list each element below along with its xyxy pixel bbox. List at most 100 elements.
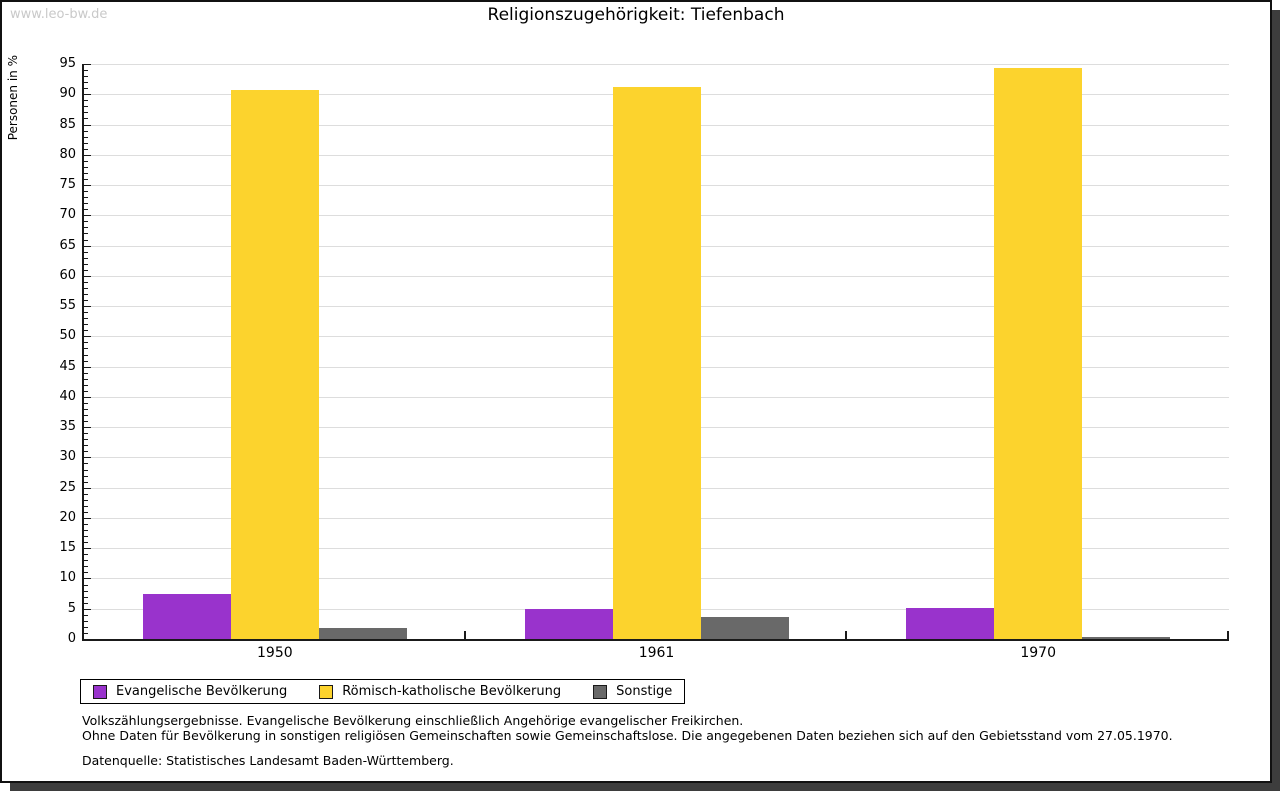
y-minor-tick-52 (84, 324, 88, 326)
y-tick-label-45: 45 (59, 358, 76, 374)
data-source: Datenquelle: Statistisches Landesamt Bad… (82, 753, 454, 768)
footnote-line-2: Ohne Daten für Bevölkerung in sonstigen … (82, 727, 1173, 743)
footnotes: Volkszählungsergebnisse. Evangelische Be… (82, 713, 1173, 769)
y-tick-label-30: 30 (59, 449, 76, 465)
y-minor-tick-13 (84, 560, 88, 562)
y-minor-tick-31 (84, 451, 88, 453)
x-boundary-tick-2 (845, 631, 848, 639)
y-minor-tick-26 (84, 481, 88, 483)
y-minor-tick-94 (84, 70, 88, 72)
y-minor-tick-6 (84, 602, 88, 604)
legend-item-sonstige: Sonstige (593, 684, 672, 699)
y-major-tick-15 (84, 548, 91, 550)
y-minor-tick-64 (84, 251, 88, 253)
y-minor-tick-82 (84, 142, 88, 144)
x-axis-label-1950: 1950 (257, 645, 293, 661)
legend-swatch (593, 684, 608, 699)
y-minor-tick-42 (84, 384, 88, 386)
y-minor-tick-11 (84, 572, 88, 574)
chart-title: Religionszugehörigkeit: Tiefenbach (487, 5, 785, 25)
bar-group-1961: 1961 (466, 64, 848, 661)
y-major-tick-30 (84, 457, 91, 459)
y-minor-tick-58 (84, 287, 88, 289)
y-axis-label: Personen in % (6, 55, 20, 141)
y-minor-tick-3 (84, 620, 88, 622)
y-minor-tick-53 (84, 318, 88, 320)
x-axis-label-1961: 1961 (638, 645, 675, 661)
y-minor-tick-16 (84, 542, 88, 544)
y-minor-tick-34 (84, 433, 88, 435)
y-minor-tick-61 (84, 269, 88, 271)
y-minor-tick-59 (84, 281, 88, 283)
y-minor-tick-92 (84, 82, 88, 84)
y-minor-tick-71 (84, 209, 88, 211)
y-tick-label-25: 25 (59, 479, 76, 495)
y-minor-tick-23 (84, 499, 88, 501)
y-minor-tick-63 (84, 257, 88, 259)
y-major-tick-45 (84, 366, 91, 368)
x-boundary-tick-3 (1227, 631, 1229, 639)
y-minor-tick-28 (84, 469, 88, 471)
y-tick-label-50: 50 (59, 328, 76, 344)
y-minor-tick-32 (84, 445, 88, 447)
y-minor-tick-62 (84, 263, 88, 265)
y-tick-label-10: 10 (59, 570, 76, 586)
x-boundary-tick-1 (463, 631, 466, 639)
y-minor-tick-36 (84, 421, 88, 423)
y-minor-tick-9 (84, 584, 88, 586)
y-major-tick-90 (84, 94, 91, 96)
y-tick-label-5: 5 (67, 600, 76, 616)
y-minor-tick-54 (84, 312, 88, 314)
bar-evangelische-bev-lkerung-1950 (142, 594, 231, 639)
y-minor-tick-12 (84, 566, 88, 568)
y-minor-tick-47 (84, 354, 88, 356)
y-tick-label-60: 60 (59, 267, 76, 283)
y-major-tick-10 (84, 578, 91, 580)
y-tick-label-85: 85 (59, 116, 76, 132)
y-minor-tick-33 (84, 439, 88, 441)
y-minor-tick-69 (84, 221, 88, 223)
gridline-95 (84, 64, 1229, 65)
y-tick-label-35: 35 (59, 419, 76, 435)
y-minor-tick-84 (84, 130, 88, 132)
y-minor-tick-18 (84, 530, 88, 532)
y-minor-tick-24 (84, 493, 88, 495)
y-minor-tick-57 (84, 294, 88, 295)
y-minor-tick-81 (84, 148, 88, 150)
y-minor-tick-66 (84, 239, 88, 241)
legend-swatch (93, 684, 107, 699)
y-minor-tick-7 (84, 596, 88, 598)
y-minor-tick-49 (84, 342, 88, 344)
y-minor-tick-8 (84, 590, 88, 592)
bar-evangelische-bev-lkerung-1961 (524, 609, 613, 639)
x-axis-label-1970: 1970 (1020, 645, 1056, 661)
y-minor-tick-73 (84, 197, 88, 199)
y-major-tick-75 (84, 185, 91, 187)
bar-sonstige-1961 (700, 617, 789, 639)
y-tick-label-15: 15 (59, 540, 76, 556)
y-major-tick-65 (84, 245, 91, 247)
y-major-tick-25 (84, 487, 91, 489)
y-major-tick-20 (84, 517, 91, 519)
y-tick-label-90: 90 (59, 86, 76, 102)
y-minor-tick-83 (84, 136, 88, 138)
y-tick-label-20: 20 (59, 509, 76, 525)
y-major-tick-5 (84, 608, 91, 610)
y-major-tick-40 (84, 396, 91, 398)
y-minor-tick-72 (84, 203, 88, 205)
y-minor-tick-43 (84, 378, 88, 380)
legend: Evangelische Bevölkerung Römisch-katholis… (80, 679, 686, 704)
y-minor-tick-2 (84, 626, 88, 628)
y-minor-tick-44 (84, 372, 88, 374)
y-major-tick-35 (84, 427, 91, 429)
y-minor-tick-76 (84, 179, 88, 180)
y-minor-tick-79 (84, 160, 88, 162)
legend-label: Römisch-katholische Bevölkerung (342, 684, 562, 699)
y-minor-tick-41 (84, 390, 88, 392)
y-major-tick-60 (84, 275, 91, 277)
y-minor-tick-68 (84, 227, 88, 229)
window-shadow-right (1272, 10, 1280, 791)
y-minor-tick-19 (84, 524, 88, 525)
y-tick-label-40: 40 (59, 388, 76, 404)
